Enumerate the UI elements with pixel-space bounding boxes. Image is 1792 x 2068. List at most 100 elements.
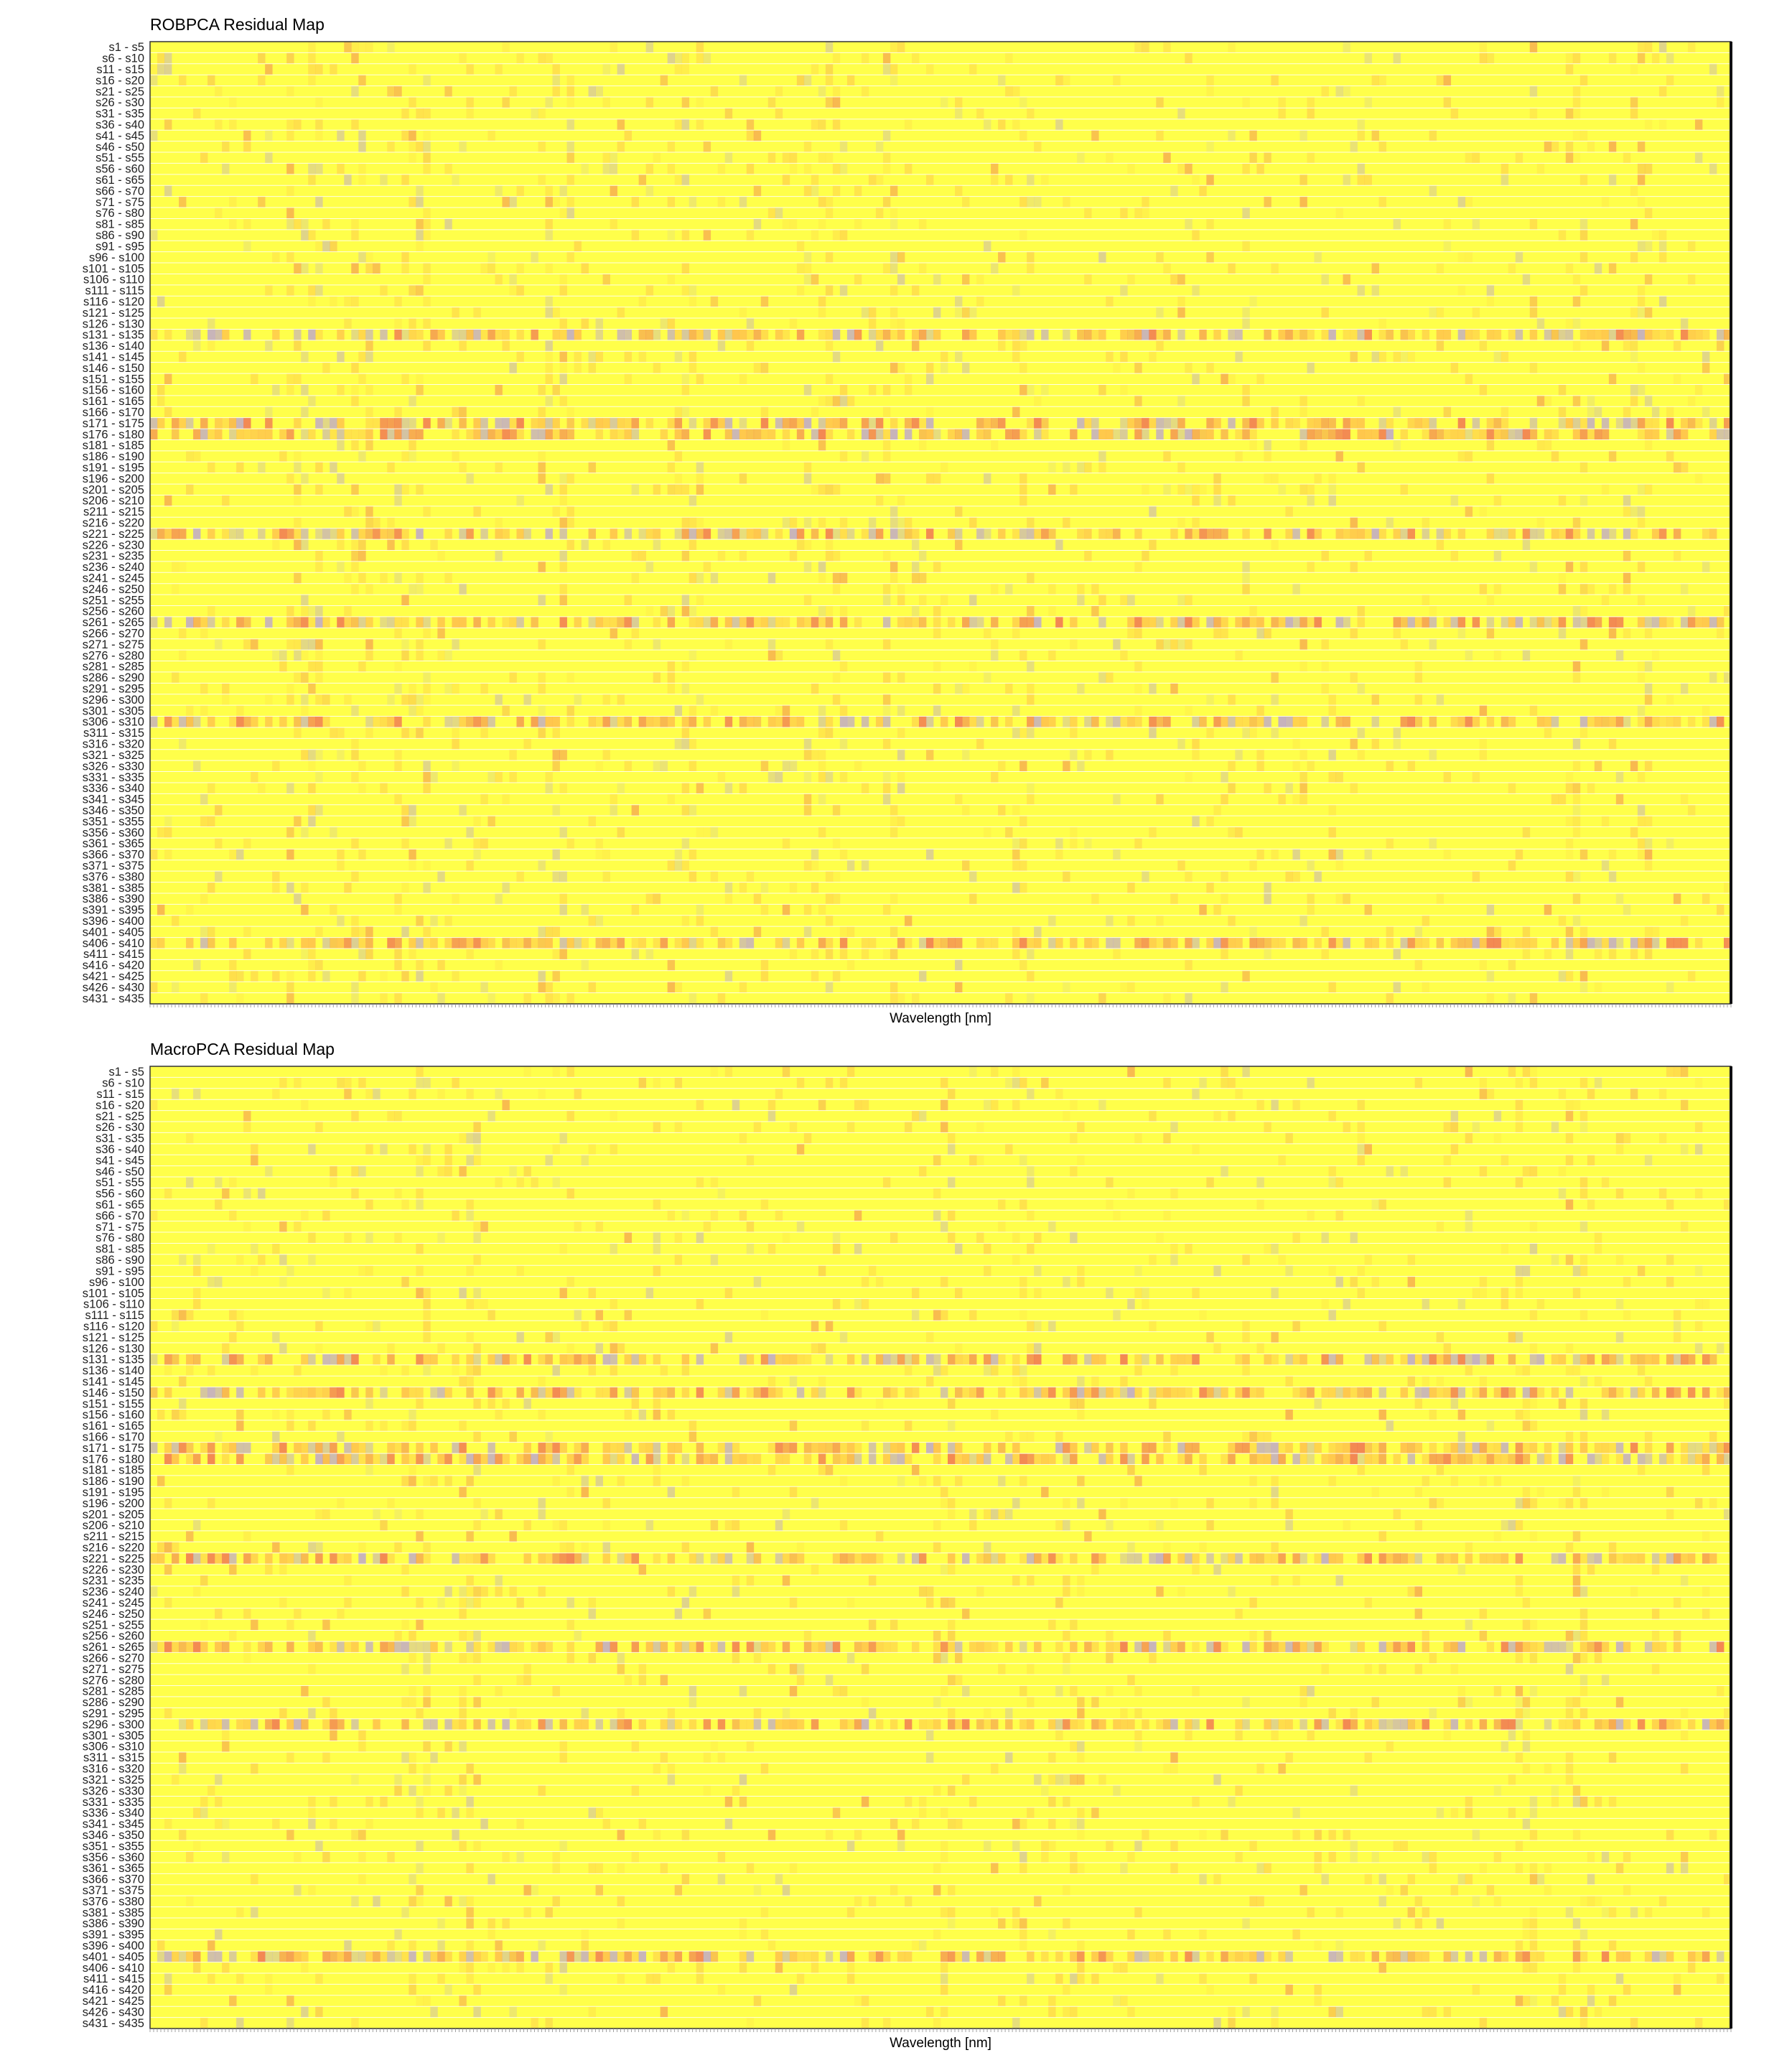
heatmap-cell <box>401 130 409 141</box>
heatmap-cell <box>538 561 546 573</box>
heatmap-cell <box>803 472 812 485</box>
heatmap-cell <box>610 1321 617 1332</box>
heatmap-cell <box>286 384 294 396</box>
heatmap-cell <box>423 506 431 518</box>
heatmap-cell <box>1508 716 1516 727</box>
heatmap-cell <box>890 284 898 297</box>
heatmap-cell <box>1077 1265 1085 1277</box>
heatmap-cell <box>696 915 704 927</box>
heatmap-cell <box>337 329 345 340</box>
heatmap-cell <box>243 218 251 230</box>
heatmap-cell <box>265 152 273 164</box>
heatmap-cell <box>286 1464 294 1476</box>
heatmap-cell <box>1005 583 1013 595</box>
heatmap-cell <box>466 1376 474 1387</box>
heatmap-cell <box>509 749 517 761</box>
heatmap-cell <box>444 1143 452 1155</box>
heatmap-cell <box>337 749 345 761</box>
heatmap-cell <box>653 937 661 949</box>
heatmap-cell <box>315 561 323 573</box>
heatmap-cell <box>1242 1364 1250 1377</box>
heatmap-cell <box>330 727 337 739</box>
heatmap-cell <box>416 141 424 153</box>
heatmap-cell <box>767 429 776 440</box>
heatmap-cell <box>1027 616 1035 628</box>
heatmap-cell <box>1185 595 1193 606</box>
heatmap-cell <box>322 1442 330 1454</box>
heatmap-cell <box>1055 75 1063 86</box>
heatmap-cell <box>574 1221 582 1233</box>
heatmap-cell <box>732 1099 740 1111</box>
heatmap-cell <box>1134 705 1142 717</box>
heatmap-cell <box>545 716 553 727</box>
heatmap-cell <box>818 705 826 717</box>
heatmap-cell <box>394 661 402 672</box>
heatmap-cell <box>1012 118 1020 131</box>
heatmap-cell <box>1386 1165 1394 1178</box>
heatmap-cell <box>681 406 690 418</box>
heatmap-cell <box>1091 1387 1099 1399</box>
heatmap-cell <box>1027 1210 1035 1221</box>
heatmap-cell <box>689 296 697 307</box>
heatmap-cell <box>1328 937 1336 949</box>
heatmap-cell <box>473 1453 481 1465</box>
heatmap-cell <box>911 616 920 628</box>
heatmap-cell <box>1644 1453 1653 1465</box>
heatmap-cell <box>1486 716 1495 727</box>
heatmap-cell <box>1429 1442 1437 1454</box>
heatmap-cell <box>487 429 495 440</box>
heatmap-cell <box>818 417 826 429</box>
heatmap-cell <box>911 1442 920 1454</box>
heatmap-cell <box>962 749 970 761</box>
heatmap-cell <box>846 528 855 540</box>
heatmap-cell <box>337 1497 345 1509</box>
heatmap-cell <box>1393 727 1401 739</box>
heatmap-cell <box>351 484 359 495</box>
heatmap-cell <box>1601 1453 1610 1465</box>
heatmap-cell <box>1206 816 1214 827</box>
heatmap-cell <box>897 1453 905 1465</box>
heatmap-cell <box>1134 837 1142 849</box>
heatmap-cell <box>1694 1343 1703 1354</box>
heatmap-cell <box>753 528 762 540</box>
heatmap-cell <box>1357 1464 1365 1476</box>
heatmap-cell <box>1357 616 1365 628</box>
heatmap-cell <box>286 937 294 949</box>
heatmap-cell <box>1292 1387 1300 1399</box>
heatmap-cell <box>696 904 704 916</box>
heatmap-cell <box>955 1387 963 1399</box>
heatmap-cell <box>1027 1321 1035 1332</box>
heatmap-cell <box>574 1387 582 1399</box>
heatmap-cell <box>566 937 574 949</box>
heatmap-cell <box>1213 716 1221 727</box>
heatmap-cell <box>172 671 179 684</box>
heatmap-cell <box>1544 1453 1552 1465</box>
heatmap-cell <box>423 937 431 949</box>
heatmap-cell <box>1630 1442 1638 1454</box>
heatmap-cell <box>1357 1287 1365 1299</box>
heatmap-cell <box>1579 605 1588 617</box>
heatmap-cell <box>624 373 633 385</box>
heatmap-cell <box>1637 837 1646 849</box>
heatmap-cell <box>1529 108 1538 119</box>
heatmap-cell <box>1522 937 1531 949</box>
heatmap-cell <box>897 771 905 783</box>
heatmap-cell <box>1658 296 1667 307</box>
heatmap-cell <box>1335 85 1343 98</box>
heatmap-cell <box>1393 982 1401 993</box>
heatmap-cell <box>452 1077 459 1089</box>
heatmap-cell <box>502 528 510 540</box>
heatmap-cell <box>416 196 424 208</box>
heatmap-cell <box>215 329 223 340</box>
heatmap-cell <box>351 395 359 407</box>
heatmap-cell <box>1091 716 1099 727</box>
heatmap-cell <box>955 185 963 197</box>
heatmap-cell <box>1594 982 1602 993</box>
heatmap-cell <box>767 97 776 108</box>
heatmap-cell <box>1587 1155 1595 1166</box>
heatmap-cell <box>818 716 826 727</box>
heatmap-background <box>150 1066 1731 2029</box>
heatmap-cell <box>818 561 826 573</box>
heatmap-cell <box>1156 937 1164 949</box>
heatmap-cell <box>1666 1276 1674 1288</box>
